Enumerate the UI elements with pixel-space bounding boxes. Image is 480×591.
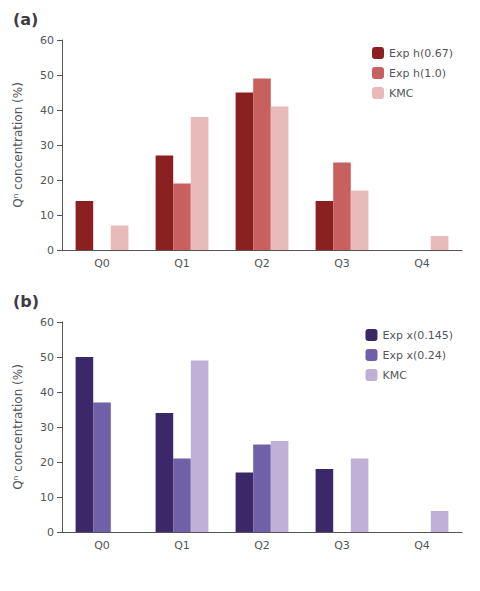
svg-text:Q1: Q1	[174, 257, 190, 270]
svg-text:Exp h(0.67): Exp h(0.67)	[389, 47, 453, 60]
svg-text:Exp x(0.24): Exp x(0.24)	[382, 349, 446, 362]
svg-text:Q0: Q0	[94, 539, 110, 552]
svg-text:30: 30	[40, 421, 54, 434]
svg-text:Q4: Q4	[414, 539, 430, 552]
svg-text:Q3: Q3	[334, 257, 350, 270]
svg-text:50: 50	[40, 351, 54, 364]
svg-text:10: 10	[40, 209, 54, 222]
svg-text:50: 50	[40, 69, 54, 82]
svg-text:Exp h(1.0): Exp h(1.0)	[389, 67, 446, 80]
svg-text:Q4: Q4	[414, 257, 430, 270]
svg-text:(b): (b)	[13, 292, 39, 311]
svg-text:30: 30	[40, 139, 54, 152]
svg-text:Q0: Q0	[94, 257, 110, 270]
svg-text:10: 10	[40, 491, 54, 504]
svg-text:40: 40	[40, 386, 54, 399]
svg-text:40: 40	[40, 104, 54, 117]
svg-text:0: 0	[47, 526, 54, 539]
svg-text:KMC: KMC	[382, 369, 407, 382]
svg-text:20: 20	[40, 174, 54, 187]
svg-text:Qⁿ concentration (%): Qⁿ concentration (%)	[11, 82, 25, 208]
svg-text:Q2: Q2	[254, 539, 270, 552]
svg-text:60: 60	[40, 34, 54, 47]
svg-text:Qⁿ concentration (%): Qⁿ concentration (%)	[11, 364, 25, 490]
svg-text:Q1: Q1	[174, 539, 190, 552]
svg-text:0: 0	[47, 244, 54, 257]
svg-text:Q2: Q2	[254, 257, 270, 270]
svg-text:(a): (a)	[13, 10, 38, 29]
svg-text:Exp x(0.145): Exp x(0.145)	[382, 329, 453, 342]
svg-text:Q3: Q3	[334, 539, 350, 552]
svg-text:60: 60	[40, 316, 54, 329]
svg-text:20: 20	[40, 456, 54, 469]
svg-text:KMC: KMC	[389, 87, 414, 100]
